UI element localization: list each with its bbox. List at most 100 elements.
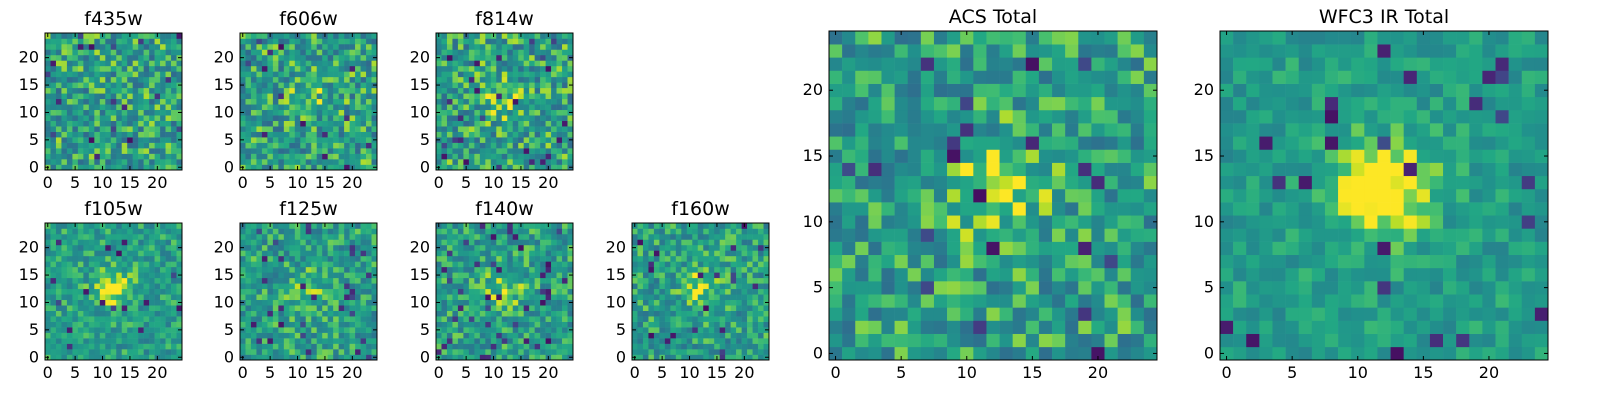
heatmap-cell <box>518 71 524 78</box>
heatmap-cell <box>752 316 759 322</box>
heatmap-cell <box>441 228 448 235</box>
heatmap-cell <box>1091 241 1105 256</box>
heatmap-cell <box>496 82 503 89</box>
heatmap-cell <box>960 162 974 177</box>
heatmap-cell <box>171 343 177 350</box>
heatmap-cell <box>132 87 139 94</box>
heatmap-cell <box>327 266 334 273</box>
heatmap-cell <box>256 233 263 240</box>
heatmap-cell <box>1065 162 1079 177</box>
heatmap-cell <box>160 120 166 127</box>
heatmap-cell <box>545 327 552 333</box>
heatmap-cell <box>490 98 497 105</box>
heatmap-cell <box>1052 202 1066 216</box>
heatmap-cell <box>446 115 453 121</box>
heatmap-cell <box>316 153 323 160</box>
heatmap-cell <box>441 93 448 100</box>
heatmap-cell <box>327 349 334 355</box>
heatmap-cell <box>50 153 57 160</box>
heatmap-cell <box>758 223 764 229</box>
heatmap-cell <box>256 255 263 262</box>
heatmap-cell <box>338 223 345 229</box>
heatmap-cell <box>127 283 133 290</box>
heatmap-cell <box>66 33 73 39</box>
heatmap-cell <box>855 281 869 295</box>
heatmap-cell <box>283 148 290 154</box>
heatmap-cell <box>512 349 519 355</box>
heatmap-cell <box>116 354 123 361</box>
heatmap-cell <box>267 148 274 154</box>
heatmap-cell <box>360 228 367 235</box>
heatmap-cell <box>165 261 172 268</box>
heatmap-cell <box>66 54 73 61</box>
heatmap-cell <box>154 49 161 56</box>
heatmap-cell <box>149 137 155 143</box>
heatmap-cell <box>116 255 123 262</box>
heatmap-cell <box>127 255 133 262</box>
heatmap-cell <box>160 142 166 149</box>
heatmap-cell <box>327 223 334 229</box>
heatmap-cell <box>327 82 334 89</box>
heatmap-cell <box>110 126 117 132</box>
heatmap-cell <box>703 283 710 290</box>
heatmap-cell <box>496 87 503 94</box>
heatmap-cell <box>300 49 307 56</box>
heatmap-cell <box>99 87 106 94</box>
heatmap-cell <box>675 244 682 251</box>
heatmap-cell <box>540 316 546 322</box>
heatmap-cell <box>149 299 155 306</box>
heatmap-cell <box>675 321 682 328</box>
heatmap-cell <box>523 310 530 317</box>
heatmap-cell <box>507 82 514 89</box>
heatmap-cell <box>160 38 166 45</box>
heatmap-cell <box>567 33 574 39</box>
heatmap-cell <box>77 93 84 100</box>
heatmap-cell <box>110 349 117 355</box>
panel-title: f606w <box>279 8 338 30</box>
heatmap-cell <box>371 343 378 350</box>
heatmap-cell <box>349 43 356 50</box>
heatmap-cell <box>322 49 328 56</box>
heatmap-cell <box>518 228 524 235</box>
heatmap-cell <box>55 233 62 240</box>
heatmap-cell <box>468 148 475 154</box>
heatmap-cell <box>540 120 546 127</box>
heatmap-cell <box>360 82 367 89</box>
heatmap-cell <box>474 131 481 138</box>
heatmap-cell <box>501 159 508 165</box>
heatmap-cell <box>371 43 378 50</box>
heatmap-cell <box>457 223 464 229</box>
heatmap-cell <box>322 338 328 344</box>
heatmap-cell <box>741 288 748 295</box>
heatmap-cell <box>121 93 128 100</box>
heatmap-cell <box>61 349 68 355</box>
heatmap-cell <box>116 49 123 56</box>
heatmap-cell <box>366 266 372 273</box>
heatmap-cell <box>540 343 546 350</box>
heatmap-cell <box>127 294 133 301</box>
heatmap-cell <box>245 98 252 105</box>
heatmap-cell <box>138 321 144 328</box>
heatmap-cell <box>501 239 508 246</box>
heatmap-cell <box>556 65 563 72</box>
heatmap-cell <box>752 255 759 262</box>
heatmap-cell <box>496 137 503 143</box>
heatmap-cell <box>311 244 318 251</box>
heatmap-cell <box>366 283 372 290</box>
heatmap-cell <box>371 277 378 284</box>
heatmap-cell <box>289 261 296 268</box>
heatmap-cell <box>708 228 715 235</box>
heatmap-cell <box>632 294 638 301</box>
heatmap-cell <box>490 60 497 67</box>
heatmap-cell <box>278 255 285 262</box>
heatmap-cell <box>659 239 666 246</box>
heatmap-cell <box>446 321 453 328</box>
heatmap-cell <box>763 283 770 290</box>
heatmap-cell <box>149 316 155 322</box>
heatmap-cell <box>675 338 682 344</box>
heatmap-cell <box>55 354 62 361</box>
heatmap-cell <box>551 115 557 121</box>
heatmap-cell <box>338 38 345 45</box>
heatmap-cell <box>50 294 57 301</box>
heatmap-cell <box>556 223 563 229</box>
